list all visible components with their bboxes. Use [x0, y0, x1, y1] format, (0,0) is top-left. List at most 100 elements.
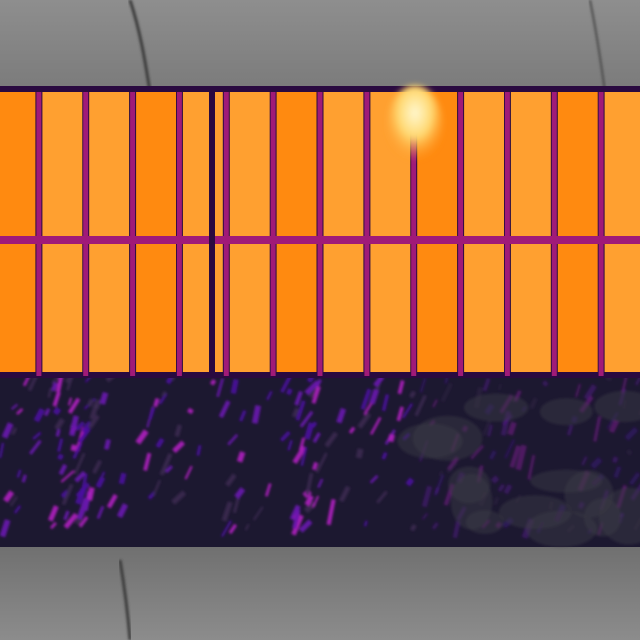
panel-cell [0, 244, 36, 372]
vegetation-streak [13, 505, 22, 514]
vegetation-streak [0, 442, 5, 459]
vegetation-streak [305, 472, 314, 496]
vegetation-streak [581, 456, 588, 466]
vegetation-streak [184, 465, 193, 480]
vegetation-streak [264, 483, 272, 497]
vegetation-streak [507, 421, 517, 436]
vegetation-streak [311, 421, 318, 429]
vegetation-streak [628, 471, 640, 486]
vegetation-streak [294, 390, 303, 406]
vegetation-streak [74, 452, 86, 475]
vegetation-streak [239, 409, 247, 422]
panel-cell [323, 92, 364, 236]
vegetation-streak [67, 397, 81, 414]
vegetation-streak [16, 469, 22, 478]
vegetation-streak [369, 416, 382, 436]
panel-cell [323, 244, 364, 372]
vegetation-streak [0, 519, 11, 538]
vegetation-streak [291, 407, 300, 418]
ground-crack [118, 559, 132, 640]
ground-crack [128, 0, 152, 93]
ground-crack [589, 0, 606, 93]
vegetation-streak [61, 483, 74, 506]
vegetation-streak [446, 461, 458, 474]
panel-cell [464, 92, 504, 236]
ground-top [0, 0, 640, 95]
vegetation-streak [381, 394, 390, 412]
vegetation-streak [57, 438, 64, 452]
vegetation-streak [590, 456, 603, 470]
vegetation-streak [251, 405, 262, 424]
vegetation-streak [69, 415, 79, 437]
panel-cell [276, 92, 317, 236]
vegetation-streak [440, 382, 453, 403]
panel-cell [182, 92, 223, 236]
vegetation-streak [308, 386, 319, 399]
vegetation-streak [303, 501, 317, 514]
panel-cell [89, 244, 130, 372]
vegetation-streak [304, 422, 315, 440]
vegetation-streak [279, 430, 291, 442]
vegetation-streak [360, 388, 372, 410]
vegetation-streak [504, 439, 516, 459]
vegetation-streak [348, 426, 356, 434]
vegetation-streak [171, 490, 187, 505]
vegetation-streak [67, 397, 73, 406]
vegetation-streak [336, 407, 347, 424]
vegetation-streak [58, 463, 68, 476]
vegetation-streak [298, 437, 306, 451]
vegetation-streak [92, 399, 102, 410]
panel-cell [136, 92, 176, 236]
vegetation-streak [148, 407, 156, 420]
vegetation-texture [0, 359, 640, 548]
vegetation-streak [100, 471, 106, 478]
vegetation-streak [143, 452, 152, 471]
vegetation-streak [187, 407, 194, 415]
vegetation-streak [153, 397, 160, 408]
vegetation-streak [29, 439, 42, 455]
vegetation-streak [221, 501, 233, 522]
vegetation-streak [373, 375, 385, 388]
vegetation-streak [624, 426, 639, 441]
vegetation-streak [304, 494, 314, 507]
vegetation-streak [75, 421, 86, 432]
vegetation-streak [86, 487, 95, 501]
vegetation-patch [498, 495, 572, 530]
vegetation-streak [172, 440, 186, 454]
vegetation-streak [50, 381, 59, 392]
vegetation-streak [292, 509, 301, 529]
vegetation-streak [60, 470, 75, 483]
vegetation-streak [363, 402, 373, 416]
vegetation-streak [63, 510, 70, 521]
vegetation-streak [155, 437, 165, 449]
vegetation-streak [266, 390, 273, 401]
panel-cell [276, 244, 317, 372]
vegetation-streak [357, 412, 372, 429]
vegetation-streak [234, 487, 246, 500]
vegetation-patch [448, 466, 491, 504]
vegetation-streak [583, 384, 597, 401]
panel-cell [557, 244, 598, 372]
panel-cell [136, 244, 176, 372]
vegetation-streak [75, 488, 87, 505]
vegetation-streak [326, 498, 336, 526]
vegetation-streak [99, 391, 109, 405]
vegetation-streak [52, 406, 62, 416]
vegetation-streak [32, 431, 42, 440]
vegetation-streak [312, 495, 320, 508]
vegetation-streak [298, 519, 313, 533]
vegetation-streak [116, 503, 129, 519]
panel-cell [604, 244, 640, 372]
vegetation-streak [338, 485, 351, 503]
vegetation-streak [11, 427, 18, 436]
vegetation-streak [159, 452, 173, 476]
vegetation-streak [438, 470, 444, 476]
vegetation-streak [54, 417, 65, 431]
vegetation-streak [369, 474, 379, 484]
vegetation-streak [498, 383, 502, 391]
vegetation-streak [299, 410, 314, 428]
vegetation-streak [369, 388, 380, 405]
vegetation-streak [421, 512, 429, 520]
vegetation-streak [57, 453, 64, 461]
